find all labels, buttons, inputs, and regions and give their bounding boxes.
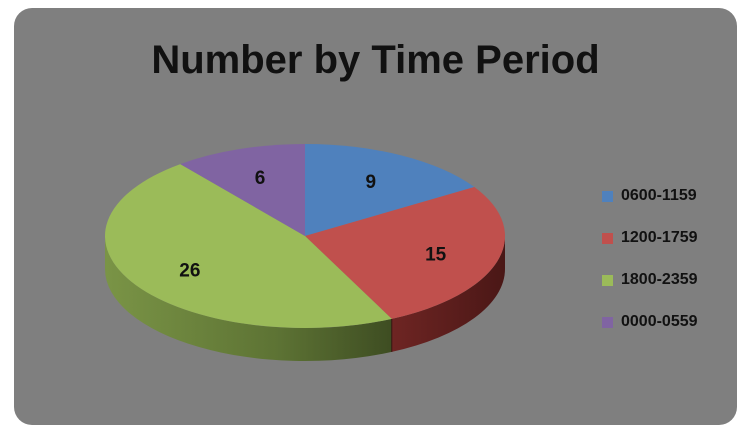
legend-swatch [602,316,613,328]
chart-area: Number by Time Period 9 15 26 6 [14,8,737,425]
legend-swatch [602,274,613,286]
data-label-1800-2359: 26 [179,260,200,281]
pie-side-1200-1759 [391,236,505,352]
data-label-0000-0559: 6 [255,168,266,189]
legend-label: 1800-2359 [621,271,698,288]
pie-chart: 9 15 26 6 [104,144,505,361]
legend-swatch [602,190,613,202]
legend-item-1800-2359: 1800-2359 [602,270,732,290]
pie-slice-0000-0559 [180,144,305,236]
pie-side-1800-2359 [105,236,392,361]
legend-swatch [602,232,613,244]
legend-item-0600-1159: 0600-1159 [602,186,732,206]
pie-slice-1800-2359 [104,164,392,329]
legend: 0600-1159 1200-1759 1800-2359 0000-0559 [602,186,732,354]
pie-slice-1200-1759 [305,187,505,319]
legend-label: 0600-1159 [621,187,697,204]
data-label-0600-1159: 9 [365,172,376,193]
legend-item-1200-1759: 1200-1759 [602,228,732,248]
legend-label: 0000-0559 [621,313,698,330]
legend-item-0000-0559: 0000-0559 [602,312,732,332]
pie-slice-0600-1159 [305,144,475,236]
chart-title: Number by Time Period [151,38,600,82]
data-label-1200-1759: 15 [425,244,447,265]
legend-label: 1200-1759 [621,229,698,246]
